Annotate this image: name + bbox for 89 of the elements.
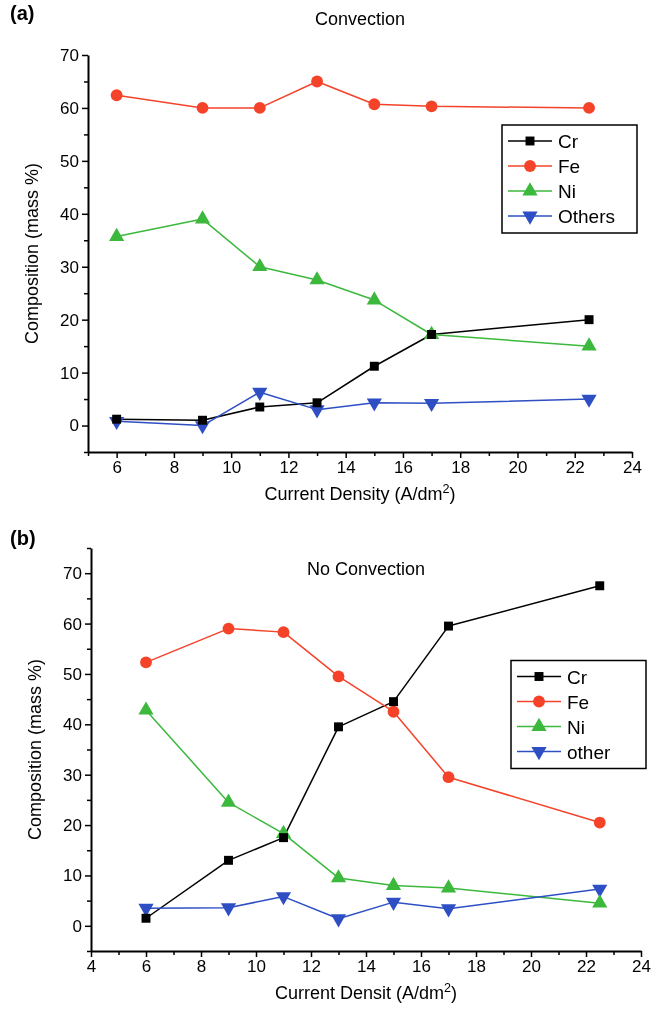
- y-tick-label: 10: [60, 363, 79, 383]
- x-tick-label: 12: [279, 458, 299, 478]
- y-tick-label: 0: [72, 916, 82, 936]
- x-tick-label: 10: [222, 458, 242, 478]
- y-tick-label: 50: [60, 151, 79, 171]
- legend-label: Others: [558, 206, 616, 227]
- y-tick-label: 60: [60, 98, 79, 118]
- y-tick-label: 30: [63, 765, 82, 785]
- y-axis-title: Composition (mass %): [22, 162, 42, 345]
- point: [224, 855, 233, 865]
- legend-label: Cr: [567, 666, 588, 688]
- x-tick-label: 14: [336, 458, 356, 478]
- x-tick-label: 18: [467, 957, 486, 977]
- point: [592, 884, 608, 898]
- point: [442, 771, 455, 784]
- point: [389, 697, 398, 707]
- y-tick-label: 40: [63, 715, 82, 735]
- x-axis-title: Current Densit (A/dm$^{2}$): [274, 981, 458, 1003]
- point: [312, 398, 322, 408]
- y-tick-label: 20: [60, 310, 79, 330]
- point: [255, 402, 265, 412]
- y-tick-label: 20: [63, 816, 82, 835]
- x-tick-label: 16: [412, 957, 431, 977]
- y-tick-label: 70: [60, 45, 79, 65]
- text: (a): [10, 2, 35, 24]
- point: [444, 621, 453, 631]
- x-tick-label: 12: [302, 957, 321, 977]
- point: [593, 816, 606, 829]
- y-tick-label: 50: [63, 664, 82, 684]
- y-axis-title: Composition (mass %): [25, 658, 45, 841]
- point: [584, 315, 594, 325]
- text: (b): [10, 527, 36, 549]
- legend-label: Ni: [567, 716, 585, 738]
- legend-label: Ni: [558, 181, 576, 202]
- point: [220, 903, 237, 917]
- x-tick-label: 22: [565, 458, 585, 478]
- point: [368, 98, 381, 111]
- x-tick-label: 16: [393, 458, 413, 478]
- point: [366, 398, 382, 412]
- x-tick-label: 24: [632, 957, 651, 977]
- point: [581, 394, 597, 408]
- point: [387, 705, 400, 718]
- x-axis-title: Current Density (A/dm$^{2}$): [264, 482, 456, 504]
- y-tick-label: 60: [63, 614, 82, 634]
- x-tick-label: 4: [86, 957, 97, 977]
- y-tick-label: 40: [60, 204, 79, 224]
- point: [332, 670, 345, 683]
- x-tick-label: 22: [577, 957, 596, 977]
- point: [425, 100, 438, 113]
- chart-title: Convection: [314, 9, 406, 29]
- x-tick-label: 20: [522, 957, 541, 977]
- point: [385, 897, 402, 911]
- x-tick-label: 6: [141, 957, 152, 977]
- point: [330, 914, 347, 928]
- legend-label: other: [567, 741, 611, 763]
- x-tick-label: 18: [451, 458, 471, 478]
- x-tick-label: 6: [112, 458, 122, 478]
- point: [275, 892, 292, 906]
- x-tick-label: 8: [169, 458, 180, 478]
- point: [277, 626, 290, 639]
- point: [222, 622, 235, 635]
- point: [440, 904, 457, 918]
- x-tick-label: 20: [508, 458, 528, 478]
- point: [583, 102, 595, 114]
- point: [140, 656, 152, 669]
- point: [252, 387, 268, 401]
- point: [334, 722, 343, 732]
- point: [423, 398, 440, 413]
- x-tick-label: 10: [247, 957, 266, 977]
- point: [198, 415, 207, 425]
- point: [253, 102, 266, 114]
- text: No Convection: [306, 559, 426, 579]
- point: [141, 913, 151, 923]
- x-tick-label: 24: [623, 458, 642, 478]
- point: [595, 581, 605, 591]
- x-tick-label: 8: [196, 957, 207, 977]
- y-tick-label: 70: [63, 564, 82, 584]
- point: [311, 75, 323, 88]
- legend-label: Fe: [567, 691, 590, 713]
- y-tick-label: 0: [69, 416, 79, 436]
- point: [110, 89, 123, 102]
- x-tick-label: 14: [357, 957, 376, 977]
- point: [279, 833, 288, 843]
- point: [369, 361, 379, 371]
- y-tick-label: 10: [63, 866, 82, 886]
- legend-label: Cr: [558, 131, 579, 152]
- legend-label: Fe: [558, 156, 581, 177]
- point: [196, 102, 209, 114]
- y-tick-label: 30: [60, 257, 79, 277]
